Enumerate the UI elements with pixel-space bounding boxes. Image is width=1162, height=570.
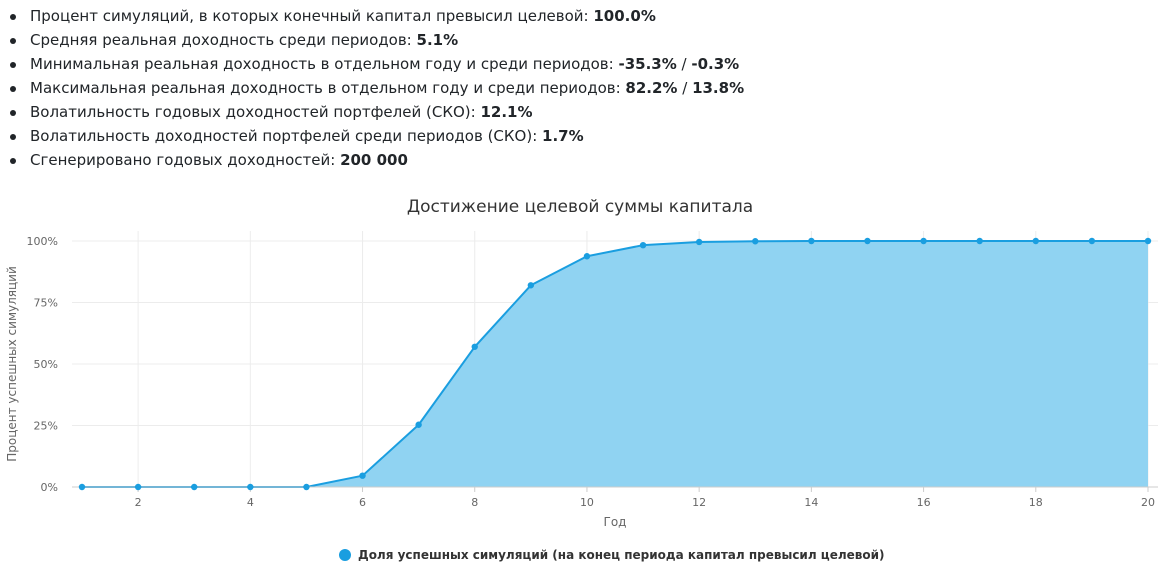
stat-item: Волатильность годовых доходностей портфе… <box>9 100 744 124</box>
chart-title: Достижение целевой суммы капитала <box>407 197 753 217</box>
x-tick-label: 18 <box>1029 496 1043 509</box>
data-point[interactable] <box>247 483 254 491</box>
stat-item: Волатильность доходностей портфелей сред… <box>9 124 744 148</box>
stat-item: Средняя реальная доходность среди период… <box>9 28 744 52</box>
stat-value: 12.1% <box>480 103 533 121</box>
stat-item: Минимальная реальная доходность в отдель… <box>9 52 744 76</box>
data-point[interactable] <box>1032 237 1039 245</box>
data-point[interactable] <box>976 237 983 245</box>
stat-value: 5.1% <box>416 31 459 49</box>
stat-value: 82.2% <box>625 79 678 97</box>
stat-label: Максимальная реальная доходность в отдел… <box>30 79 626 97</box>
y-tick-label: 100% <box>27 235 58 248</box>
summary-stats-list: Процент симуляций, в которых конечный ка… <box>0 4 744 172</box>
data-point[interactable] <box>808 237 815 245</box>
x-tick-label: 4 <box>247 496 254 509</box>
stat-label: Волатильность годовых доходностей портфе… <box>30 103 481 121</box>
y-tick-label: 0% <box>41 481 58 494</box>
data-point[interactable] <box>359 472 366 479</box>
data-point[interactable] <box>191 483 198 491</box>
x-tick-label: 16 <box>917 496 931 509</box>
legend-marker-icon <box>339 549 351 561</box>
data-point[interactable] <box>471 343 478 350</box>
x-tick-label: 20 <box>1141 496 1155 509</box>
stat-item: Процент симуляций, в которых конечный ка… <box>9 4 744 28</box>
data-point[interactable] <box>78 483 86 491</box>
data-point[interactable] <box>864 237 871 245</box>
x-tick-label: 10 <box>580 496 594 509</box>
data-point[interactable] <box>583 253 591 260</box>
data-point[interactable] <box>920 237 927 245</box>
data-points[interactable] <box>78 237 1152 491</box>
y-tick-label: 75% <box>34 297 58 310</box>
x-axis-title: Год <box>604 515 627 529</box>
y-axis-title: Процент успешных симуляций <box>5 266 19 462</box>
stat-label: Средняя реальная доходность среди период… <box>30 31 417 49</box>
data-point[interactable] <box>134 483 142 491</box>
y-tick-label: 25% <box>34 420 58 433</box>
x-tick-label: 14 <box>804 496 818 509</box>
stat-label: Волатильность доходностей портфелей сред… <box>30 127 543 145</box>
stat-label: Процент симуляций, в которых конечный ка… <box>30 7 594 25</box>
stat-value: 100.0% <box>593 7 656 25</box>
x-tick-label: 2 <box>135 496 142 509</box>
data-point[interactable] <box>527 282 535 289</box>
stat-label: Сгенерировано годовых доходностей: <box>30 151 341 169</box>
data-point[interactable] <box>1088 237 1096 245</box>
x-tick-label: 8 <box>471 496 478 509</box>
stat-value: -35.3% <box>618 55 677 73</box>
stat-value-secondary: -0.3% <box>691 55 740 73</box>
stat-separator: / <box>677 79 693 97</box>
stat-item: Максимальная реальная доходность в отдел… <box>9 76 745 100</box>
legend-label: Доля успешных симуляций (на конец период… <box>358 548 885 562</box>
tick-labels: 0% 25% 50% 75% 100% 2 4 6 8 10 12 14 16 18 20 <box>27 235 1155 509</box>
data-point[interactable] <box>695 238 703 246</box>
x-tick-label: 12 <box>692 496 706 509</box>
stat-separator: / <box>676 55 692 73</box>
data-point[interactable] <box>752 238 759 245</box>
data-point[interactable] <box>303 483 310 491</box>
data-point[interactable] <box>1144 237 1152 245</box>
data-point[interactable] <box>415 421 422 428</box>
stat-label: Минимальная реальная доходность в отдель… <box>30 55 619 73</box>
legend-item[interactable]: Доля успешных симуляций (на конец период… <box>339 548 885 562</box>
x-tick-label: 6 <box>359 496 366 509</box>
data-point[interactable] <box>639 241 647 249</box>
series-area-fill <box>82 241 1148 487</box>
stat-value: 1.7% <box>542 127 584 145</box>
stat-item: Сгенерировано годовых доходностей: 200 0… <box>9 148 744 172</box>
y-tick-label: 50% <box>34 358 58 371</box>
stat-value: 200 000 <box>340 151 408 169</box>
stat-value-secondary: 13.8% <box>692 79 745 97</box>
